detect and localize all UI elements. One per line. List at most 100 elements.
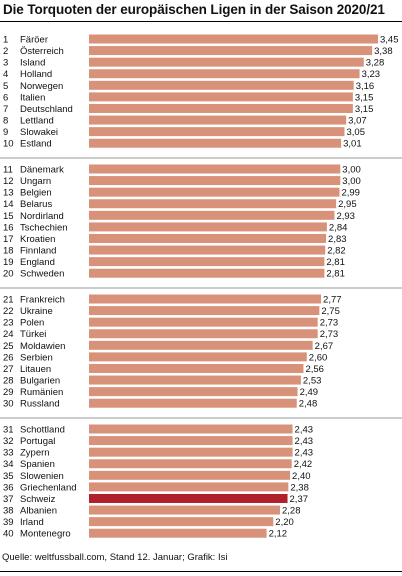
country-label: Estland bbox=[20, 139, 52, 150]
country-label: Italien bbox=[20, 92, 45, 103]
country-label: Norwegen bbox=[20, 81, 63, 92]
country-label: Frankreich bbox=[20, 295, 65, 306]
bar bbox=[89, 363, 304, 373]
value-label: 2,81 bbox=[326, 257, 345, 268]
bar bbox=[89, 340, 313, 350]
rank-label: 33 bbox=[3, 448, 14, 459]
rank-label: 24 bbox=[3, 329, 14, 340]
source-note: Quelle: weltfussball.com, Stand 12. Janu… bbox=[2, 552, 228, 563]
rank-label: 14 bbox=[3, 199, 14, 210]
value-label: 2,84 bbox=[329, 222, 348, 233]
bar bbox=[89, 46, 373, 56]
country-label: Österreich bbox=[20, 46, 64, 57]
bar bbox=[89, 424, 293, 434]
rank-label: 9 bbox=[3, 127, 8, 138]
country-label: Nordirland bbox=[20, 211, 64, 222]
bar bbox=[89, 375, 301, 385]
rank-label: 4 bbox=[3, 69, 8, 80]
rank-label: 25 bbox=[3, 341, 14, 352]
rank-label: 23 bbox=[3, 318, 14, 329]
bar bbox=[89, 482, 289, 492]
bar bbox=[89, 505, 280, 515]
country-label: Tschechien bbox=[20, 222, 68, 233]
rank-label: 3 bbox=[3, 58, 8, 69]
value-label: 2,60 bbox=[309, 352, 328, 363]
country-label: Kroatien bbox=[20, 234, 55, 245]
bar bbox=[89, 187, 340, 197]
rank-label: 31 bbox=[3, 425, 14, 436]
rank-label: 32 bbox=[3, 436, 14, 447]
rank-label: 20 bbox=[3, 269, 14, 280]
rank-label: 29 bbox=[3, 387, 14, 398]
value-label: 3,15 bbox=[355, 92, 374, 103]
country-label: Finnland bbox=[20, 246, 56, 257]
country-label: Dänemark bbox=[20, 165, 64, 176]
country-label: Ungarn bbox=[20, 176, 51, 187]
bar bbox=[89, 470, 291, 480]
country-label: Portugal bbox=[20, 436, 55, 447]
rank-label: 12 bbox=[3, 176, 14, 187]
value-label: 2,40 bbox=[292, 471, 311, 482]
bar bbox=[89, 92, 353, 102]
bar bbox=[89, 306, 320, 316]
country-label: Schottland bbox=[20, 425, 65, 436]
country-label: Türkei bbox=[20, 329, 46, 340]
country-label: Lettland bbox=[20, 116, 54, 127]
bar bbox=[89, 176, 341, 186]
rank-label: 6 bbox=[3, 92, 8, 103]
country-label: Belarus bbox=[20, 199, 52, 210]
rank-label: 10 bbox=[3, 139, 14, 150]
bar bbox=[89, 517, 274, 527]
value-label: 2,12 bbox=[269, 529, 288, 540]
value-label: 3,15 bbox=[355, 104, 374, 115]
bar bbox=[89, 222, 327, 232]
country-label: Holland bbox=[20, 69, 52, 80]
value-label: 3,01 bbox=[343, 139, 362, 150]
value-label: 2,93 bbox=[336, 211, 355, 222]
value-label: 2,75 bbox=[321, 306, 340, 317]
rank-label: 27 bbox=[3, 364, 14, 375]
country-label: Montenegro bbox=[20, 529, 71, 540]
value-label: 3,00 bbox=[342, 165, 361, 176]
rank-label: 26 bbox=[3, 352, 14, 363]
rank-label: 36 bbox=[3, 482, 14, 493]
country-label: Serbien bbox=[20, 352, 53, 363]
country-label: Ukraine bbox=[20, 306, 53, 317]
rank-label: 39 bbox=[3, 517, 14, 528]
bar bbox=[89, 459, 292, 469]
rank-label: 17 bbox=[3, 234, 14, 245]
value-label: 2,83 bbox=[328, 234, 347, 245]
rank-label: 11 bbox=[3, 165, 13, 176]
top-rule bbox=[0, 21, 402, 22]
bar bbox=[89, 138, 342, 148]
bar bbox=[89, 447, 293, 457]
bar bbox=[89, 210, 335, 220]
bar bbox=[89, 398, 297, 408]
bar bbox=[89, 329, 318, 339]
country-label: Rumänien bbox=[20, 387, 63, 398]
rank-label: 7 bbox=[3, 104, 8, 115]
value-label: 3,28 bbox=[366, 58, 385, 69]
value-label: 2,28 bbox=[282, 506, 301, 517]
value-label: 3,16 bbox=[356, 81, 375, 92]
value-label: 2,43 bbox=[295, 448, 314, 459]
country-label: Zypern bbox=[20, 448, 50, 459]
bar bbox=[89, 103, 353, 113]
value-label: 3,45 bbox=[380, 35, 399, 46]
bar bbox=[89, 199, 337, 209]
country-label: Moldawien bbox=[20, 341, 65, 352]
country-label: Slowakei bbox=[20, 127, 58, 138]
value-label: 3,07 bbox=[348, 116, 367, 127]
bar bbox=[89, 57, 364, 67]
value-label: 3,05 bbox=[346, 127, 365, 138]
value-label: 2,67 bbox=[315, 341, 334, 352]
country-label: Litauen bbox=[20, 364, 51, 375]
bar bbox=[89, 387, 298, 397]
rank-label: 8 bbox=[3, 116, 8, 127]
rank-label: 19 bbox=[3, 257, 14, 268]
country-label: Irland bbox=[20, 517, 44, 528]
value-label: 2,73 bbox=[320, 318, 339, 329]
bar bbox=[89, 317, 318, 327]
rank-label: 2 bbox=[3, 46, 8, 57]
bar bbox=[89, 115, 347, 125]
